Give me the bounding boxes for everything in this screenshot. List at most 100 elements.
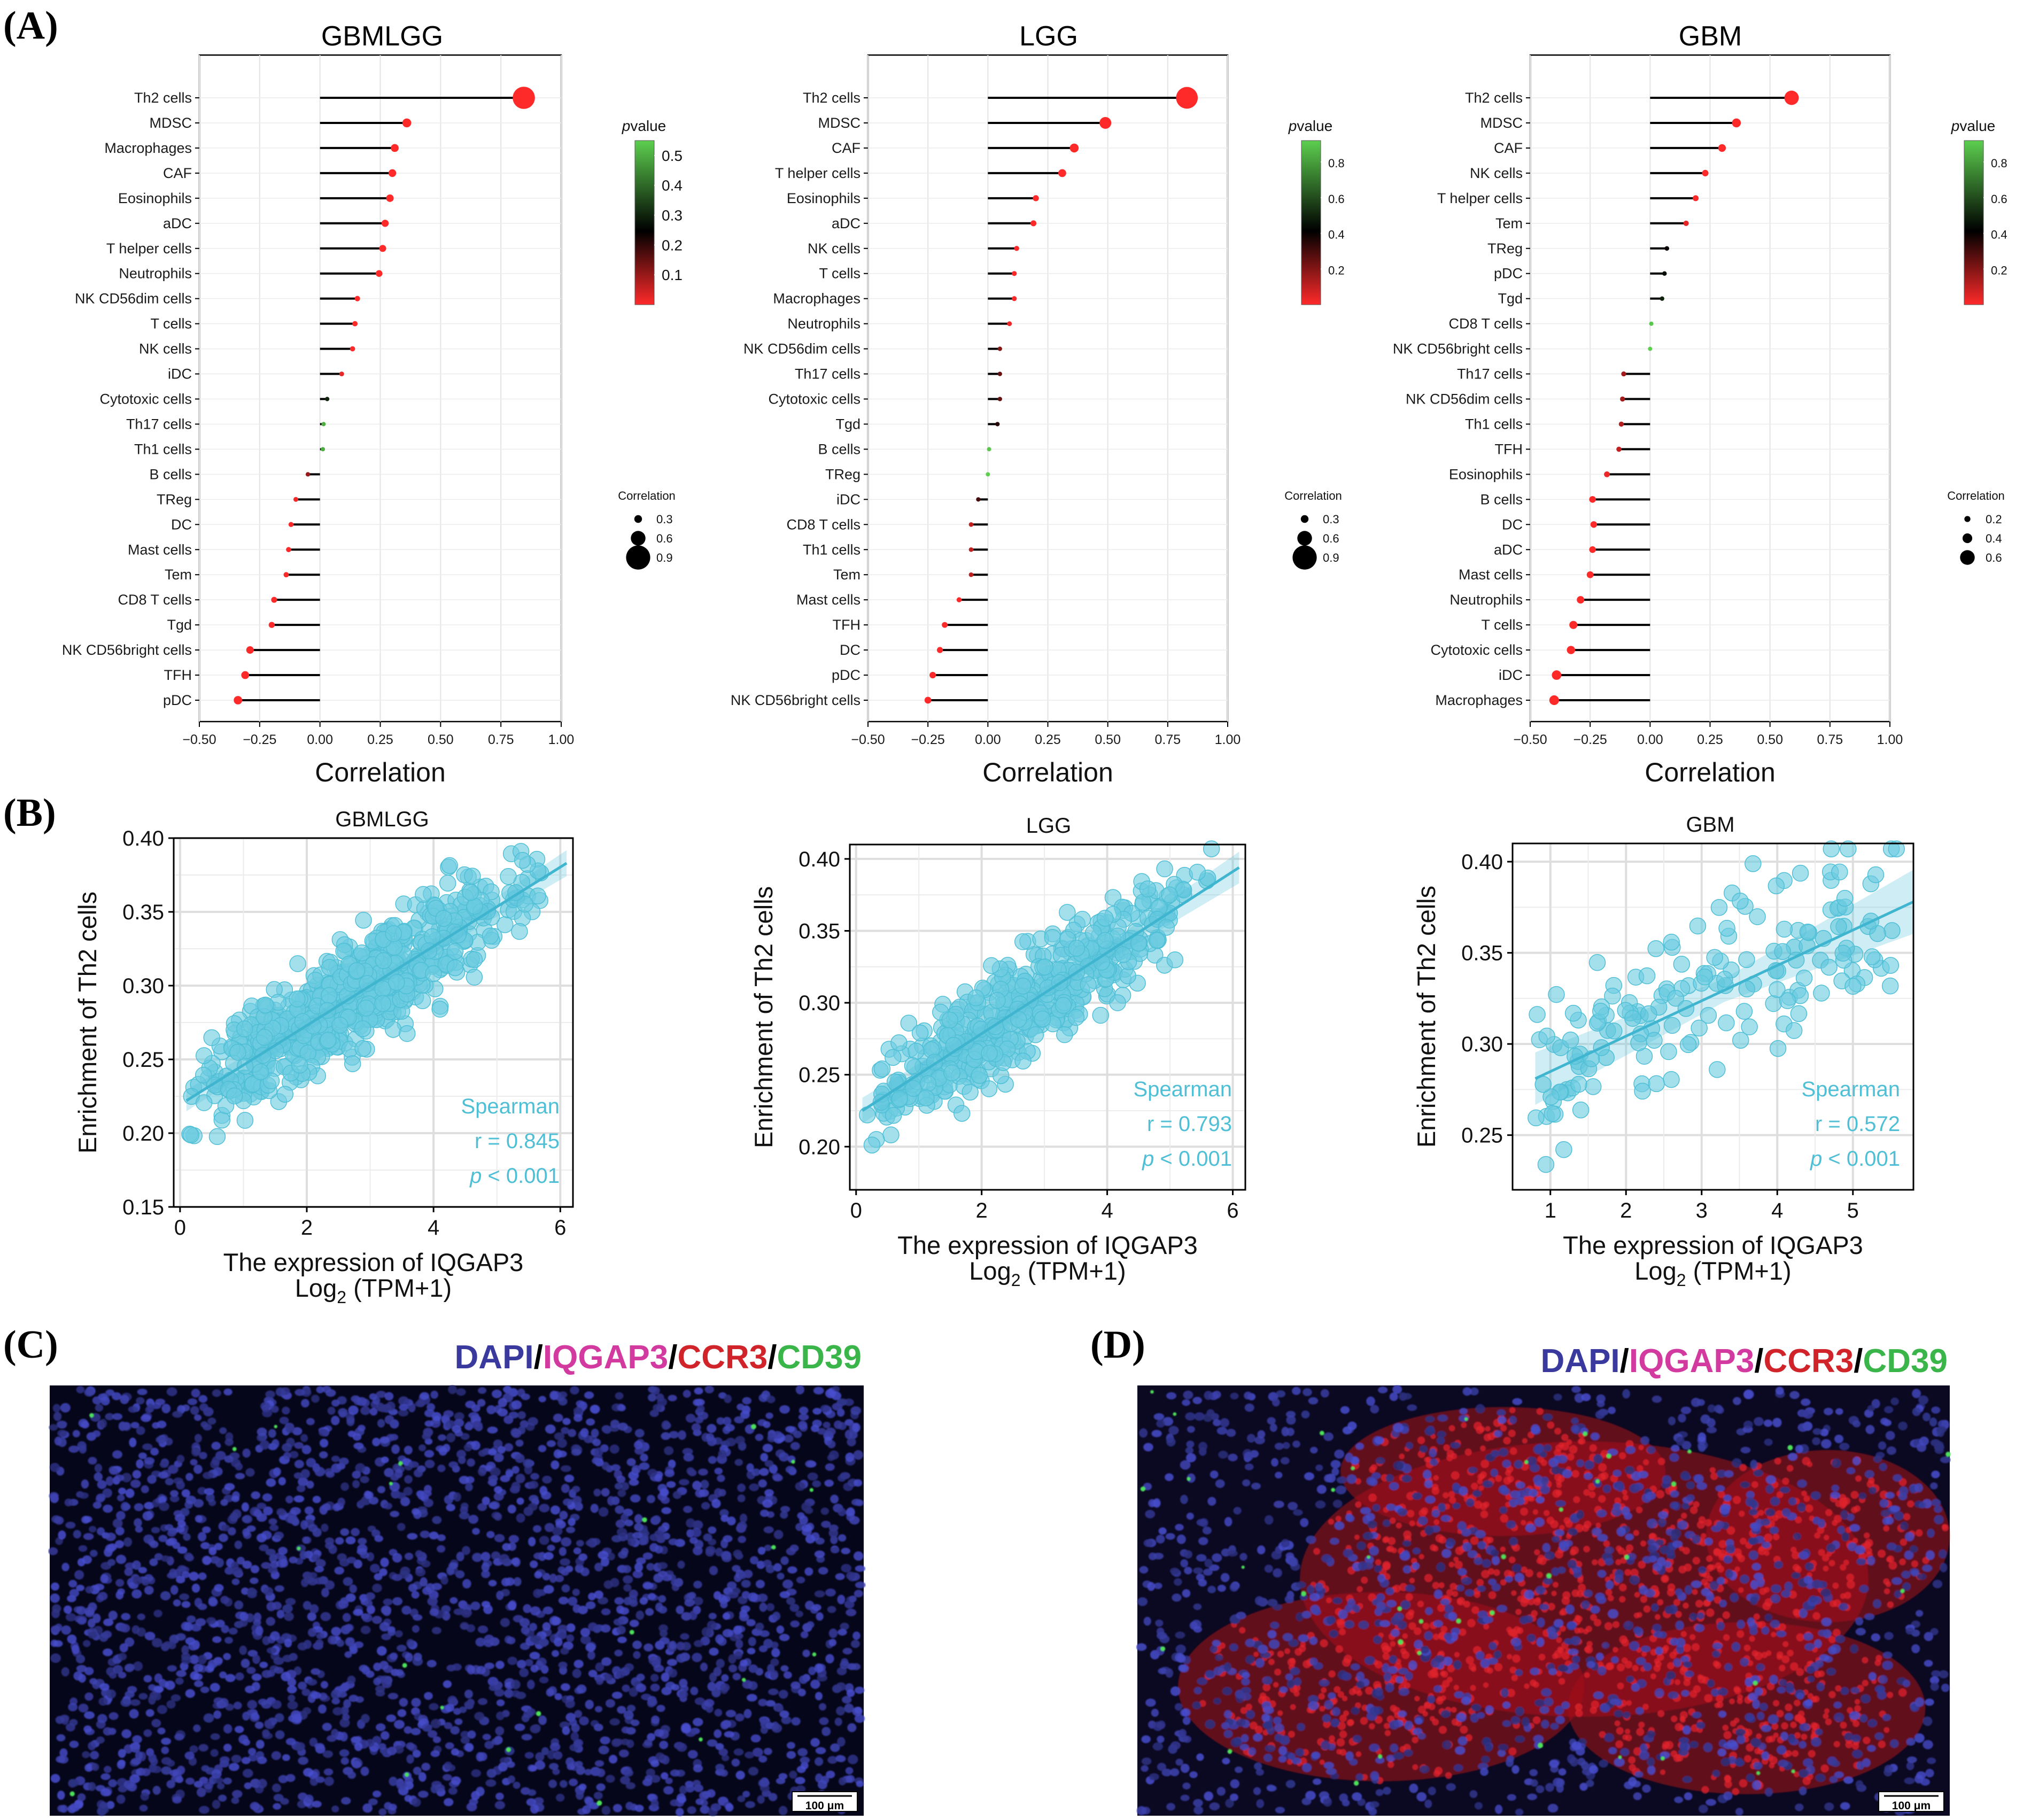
dapi-nucleus [530,1804,539,1814]
dapi-nucleus [472,1421,483,1430]
dapi-nucleus [758,1479,767,1488]
dapi-nucleus [459,1512,470,1520]
dapi-nucleus [722,1554,732,1562]
dapi-nucleus [278,1546,288,1555]
dapi-nucleus [493,1513,502,1521]
x-axis-title: The expression of IQGAP3 [223,1248,524,1276]
dapi-nucleus [123,1780,135,1789]
dapi-nucleus [629,1620,639,1628]
dapi-nucleus [197,1532,207,1542]
dapi-nucleus [352,1761,361,1769]
dapi-nucleus [590,1405,600,1414]
dapi-nucleus [713,1667,722,1677]
category-label-th1-cells: Th1 cells [134,441,192,457]
dapi-nucleus [314,1742,325,1750]
dapi-nucleus [99,1632,108,1642]
dapi-nucleus [521,1626,530,1635]
dapi-nucleus [685,1414,696,1423]
scatter-point [908,1042,925,1060]
lollipop-dot-th2-cells [1784,90,1799,105]
scatter-point [1836,889,1854,907]
scatter-point [529,887,546,904]
colorbar-tick-label: 0.2 [1328,264,1345,277]
dapi-nucleus [693,1764,703,1772]
dapi-nucleus [715,1634,724,1644]
dapi-nucleus [613,1803,622,1813]
dapi-nucleus [124,1567,133,1576]
dapi-nucleus [748,1767,758,1776]
y-tick-label: 0.30 [1461,1033,1503,1056]
dapi-nucleus [112,1413,123,1420]
dapi-nucleus [159,1461,169,1468]
dapi-nucleus [493,1492,504,1501]
dapi-nucleus [331,1455,340,1462]
dapi-nucleus [136,1397,145,1405]
dapi-nucleus [495,1726,505,1736]
dapi-nucleus [161,1746,169,1754]
dapi-nucleus [387,1693,399,1700]
dapi-nucleus [56,1420,67,1428]
lollipop-dot-nk-cd56bright-cells [1648,346,1653,351]
dapi-nucleus [546,1688,554,1697]
dapi-nucleus [580,1628,591,1637]
dapi-nucleus [698,1468,708,1476]
dapi-nucleus [336,1639,345,1647]
colorbar-tick-label: 0.8 [1328,157,1345,170]
category-label-cd8-t-cells: CD8 T cells [786,516,861,532]
dapi-nucleus [208,1598,218,1607]
scatter-point [208,1128,226,1145]
dapi-nucleus [607,1496,615,1506]
dapi-nucleus [664,1469,675,1477]
dapi-nucleus [693,1640,703,1647]
category-label-t-helper-cells: T helper cells [1437,190,1523,206]
dapi-nucleus [389,1652,398,1660]
dapi-nucleus [679,1478,689,1486]
dapi-nucleus [195,1515,203,1523]
dapi-nucleus [208,1547,217,1555]
dapi-nucleus [772,1474,783,1482]
dapi-nucleus [232,1790,243,1798]
dapi-nucleus [138,1452,147,1459]
dapi-nucleus [608,1755,618,1764]
dapi-nucleus [687,1750,698,1759]
dapi-nucleus [194,1434,202,1443]
dapi-nucleus [635,1683,647,1693]
dapi-nucleus [771,1641,779,1649]
dapi-nucleus [680,1633,689,1640]
stat-method: Spearman [1133,1078,1232,1101]
dapi-nucleus [219,1534,228,1542]
dapi-nucleus [269,1524,279,1531]
lollipop-dot-tgd [268,622,275,628]
scatter-point [344,1055,361,1072]
dapi-nucleus [290,1507,301,1515]
dapi-nucleus [360,1552,369,1559]
dapi-nucleus [703,1533,712,1542]
category-label-nk-cells: NK cells [808,241,861,257]
dapi-nucleus [50,1773,60,1783]
dapi-nucleus [422,1432,431,1440]
category-label-t-cells: T cells [819,266,861,282]
category-label-adc: aDC [832,215,861,231]
dapi-nucleus [668,1395,677,1401]
dapi-nucleus [141,1768,151,1776]
dapi-nucleus [838,1507,846,1516]
dapi-nucleus [282,1754,290,1761]
ccr3-cell [1524,1683,1530,1689]
dapi-nucleus [566,1634,575,1643]
scatter-point [195,1094,213,1111]
dapi-nucleus [676,1605,684,1615]
dapi-nucleus [572,1604,582,1613]
category-label-th17-cells: Th17 cells [795,366,861,382]
dapi-nucleus [801,1502,811,1512]
dapi-nucleus [582,1805,591,1814]
scatter-point [415,886,432,903]
dapi-nucleus [378,1743,386,1750]
dapi-nucleus [181,1601,191,1608]
ccr3-cell [1470,1685,1476,1691]
dapi-nucleus [253,1509,262,1517]
dapi-nucleus [611,1464,621,1471]
dapi-nucleus [503,1385,512,1394]
dapi-nucleus [820,1405,831,1412]
